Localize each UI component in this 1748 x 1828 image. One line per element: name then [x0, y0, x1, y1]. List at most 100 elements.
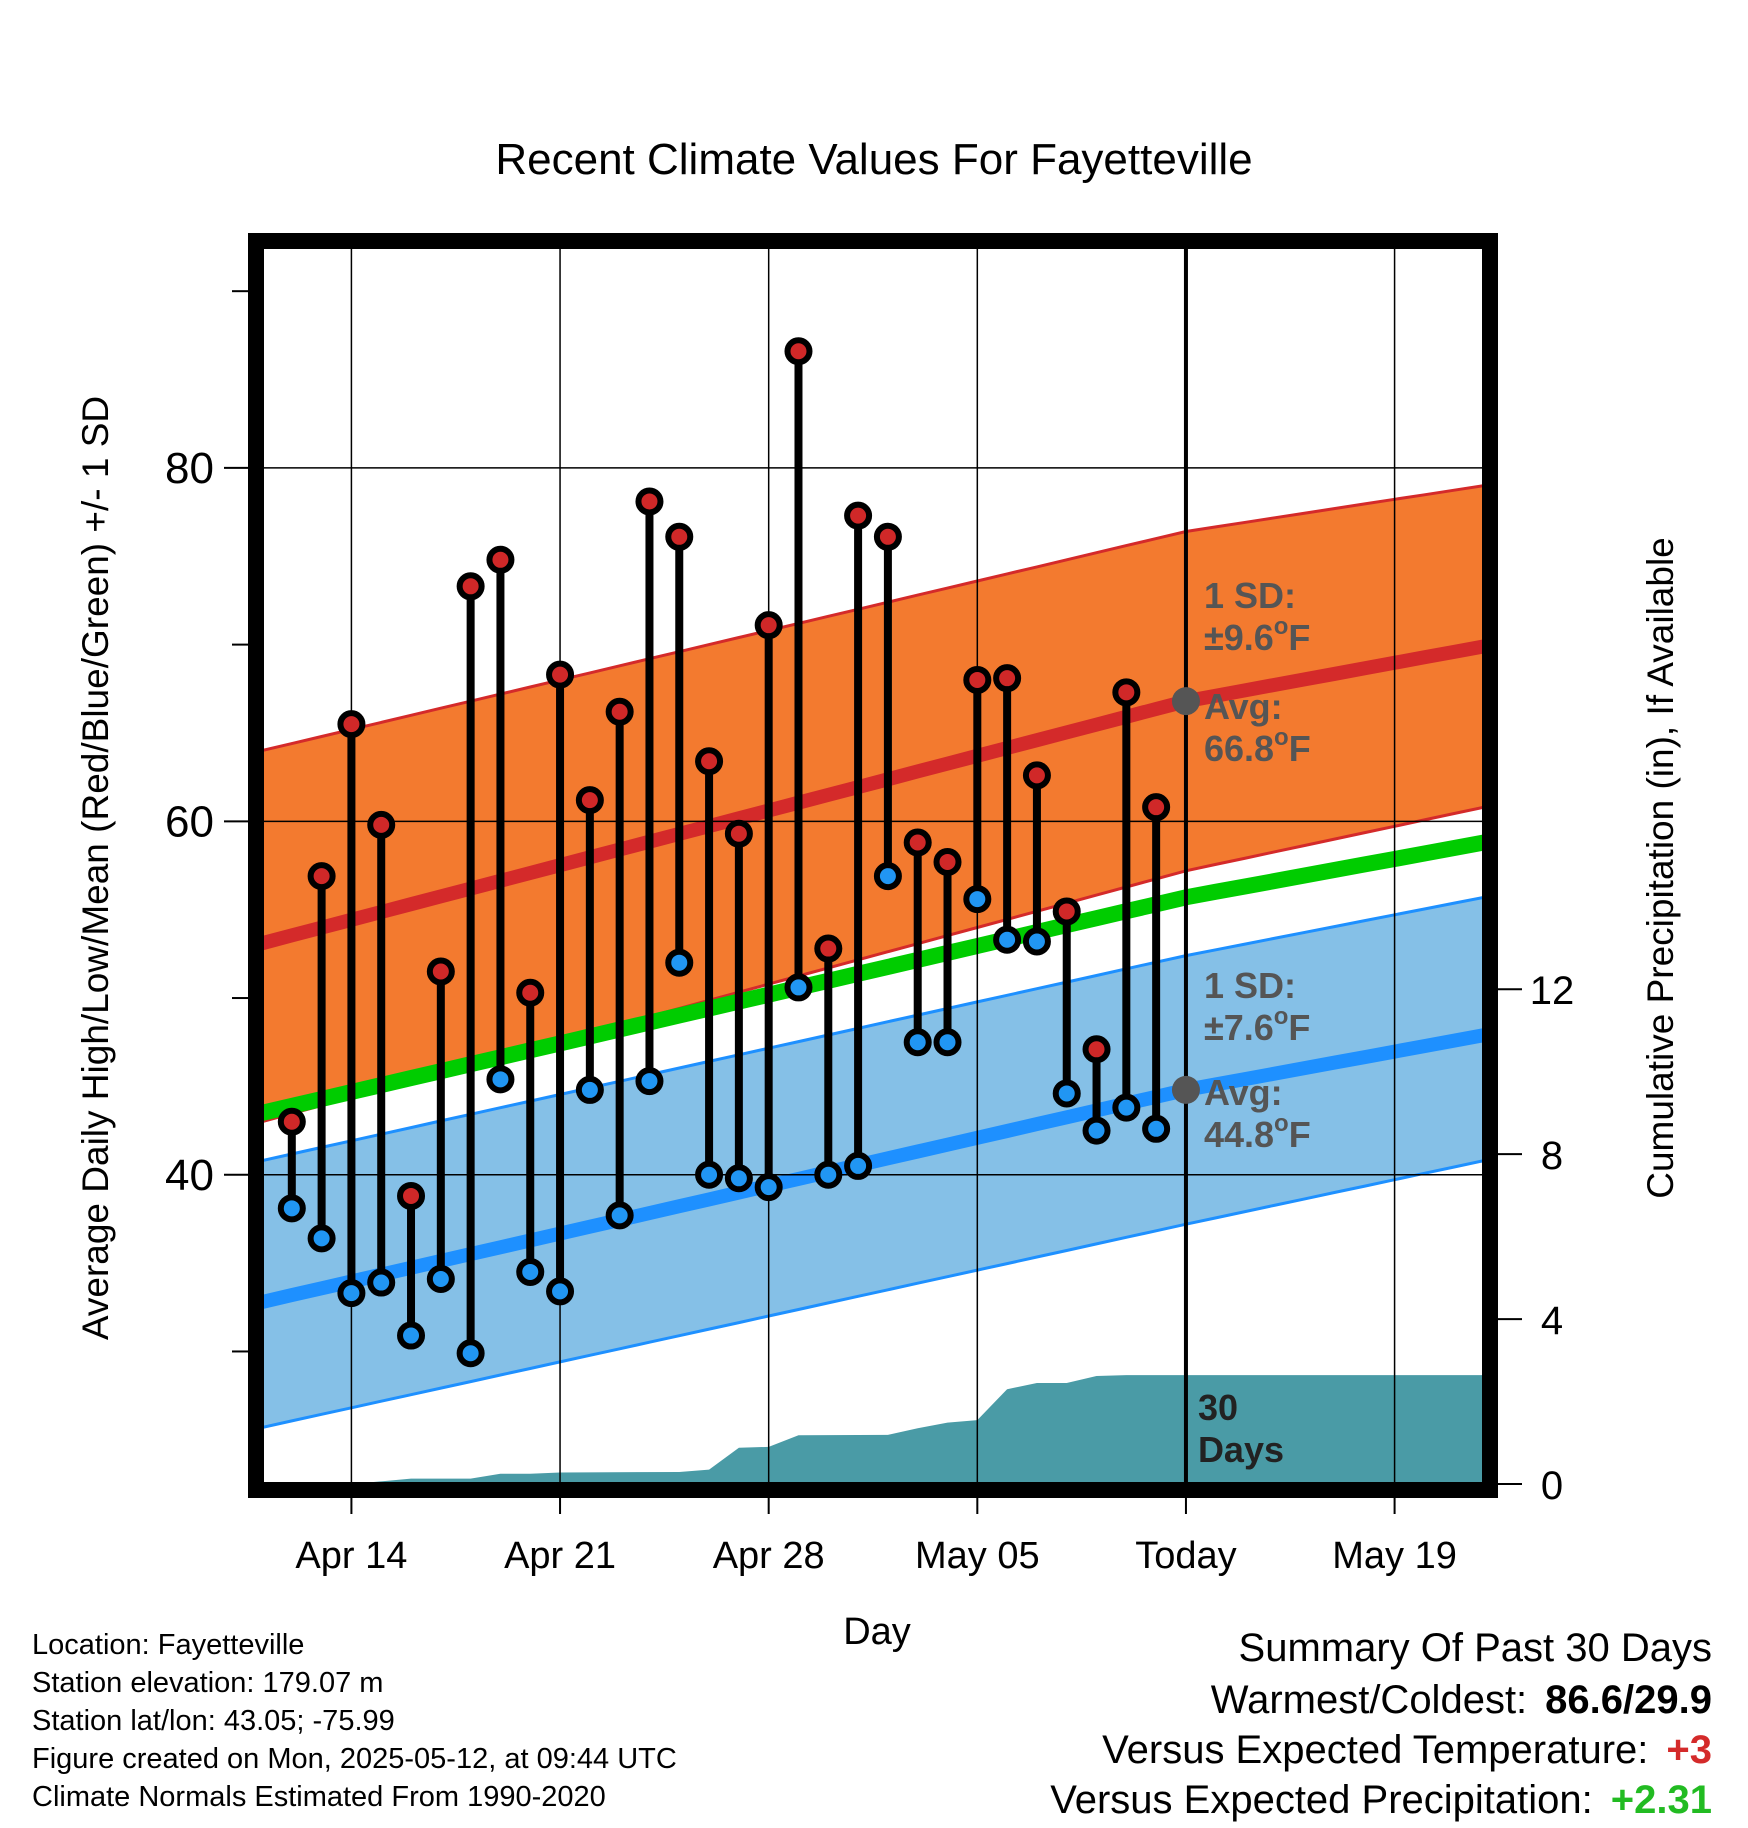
warmest-coldest-value: 86.6/29.9 — [1545, 1678, 1712, 1722]
today-label: 30 Days — [1198, 1387, 1284, 1470]
low-sd-value: ±7.6oF — [1204, 1003, 1310, 1048]
y2-tick-label: 0 — [1541, 1464, 1563, 1508]
daily-high-point — [933, 847, 962, 876]
today-label-line: 30 — [1198, 1387, 1238, 1428]
daily-high-point — [456, 572, 485, 601]
daily-high-point — [814, 934, 843, 963]
daily-high-point — [426, 957, 455, 986]
daily-low-point — [307, 1224, 336, 1253]
low-sd-lower-line — [262, 1159, 1484, 1429]
y-tick-label: 80 — [165, 444, 214, 493]
y2-axis-label: Cumulative Precipitation (in), If Availa… — [1640, 537, 1681, 1199]
daily-low-point — [724, 1164, 753, 1193]
daily-high-point — [724, 819, 753, 848]
daily-low-point — [873, 862, 902, 891]
chart-title: Recent Climate Values For Fayetteville — [495, 135, 1252, 184]
daily-low-point — [1052, 1079, 1081, 1108]
daily-low-point — [367, 1268, 396, 1297]
low-avg-deg: o — [1274, 1110, 1289, 1137]
daily-low-point — [1142, 1114, 1171, 1143]
daily-low-point — [993, 925, 1022, 954]
low-avg-value: 44.8oF — [1204, 1110, 1311, 1155]
low-avg-unit: F — [1289, 1114, 1311, 1155]
today-normal-low-marker — [1171, 1075, 1200, 1104]
daily-high-point — [873, 522, 902, 551]
daily-low-point — [397, 1321, 426, 1350]
daily-high-point — [546, 660, 575, 689]
daily-low-point — [933, 1028, 962, 1057]
daily-high-point — [1082, 1035, 1111, 1064]
y-axis-label: Average Daily High/Low/Mean (Red/Blue/Gr… — [75, 396, 116, 1340]
normal-high-line — [262, 639, 1484, 951]
daily-high-point — [367, 810, 396, 839]
daily-high-point — [844, 501, 873, 530]
daily-low-point — [546, 1277, 575, 1306]
daily-low-point — [695, 1160, 724, 1189]
daily-low-point — [277, 1194, 306, 1223]
daily-high-point — [695, 747, 724, 776]
daily-low-point — [516, 1257, 545, 1286]
daily-low-point — [784, 973, 813, 1002]
daily-high-point — [993, 664, 1022, 693]
normal-mean-line — [262, 834, 1484, 1121]
daily-high-point — [277, 1107, 306, 1136]
precipitation-area — [351, 1375, 1484, 1484]
elevation-text: Station elevation: 179.07 m — [32, 1667, 384, 1699]
daily-low-point — [754, 1173, 783, 1202]
daily-low-point — [1112, 1093, 1141, 1122]
high-sd-value: ±9.6oF — [1204, 613, 1310, 658]
daily-low-point — [635, 1067, 664, 1096]
x-tick-label: Apr 21 — [504, 1535, 616, 1577]
daily-high-point — [784, 337, 813, 366]
plot-area: Apr 14 Apr 21 Apr 28 May 05 Today May 1940608… — [165, 233, 1575, 1577]
plot-frame — [248, 233, 1498, 1498]
daily-high-point — [605, 697, 634, 726]
normal-low-line — [262, 1028, 1484, 1309]
today-label-line: Days — [1198, 1429, 1284, 1470]
y-tick-label: 40 — [165, 1151, 214, 1200]
daily-low-point — [903, 1028, 932, 1057]
x-tick-label: Apr 14 — [295, 1535, 407, 1577]
high-sd-upper-line — [262, 484, 1484, 753]
daily-low-point — [486, 1065, 515, 1094]
daily-high-point — [307, 862, 336, 891]
daily-high-point — [903, 828, 932, 857]
daily-high-point — [486, 545, 515, 574]
daily-low-point — [1022, 927, 1051, 956]
high-sd-band — [262, 485, 1484, 1122]
high-sd-label: 1 SD: — [1204, 575, 1296, 616]
created-text: Figure created on Mon, 2025-05-12, at 09… — [32, 1743, 677, 1775]
daily-low-point — [963, 885, 992, 914]
high-avg-label: Avg: — [1204, 686, 1283, 727]
y2-tick-label: 12 — [1530, 969, 1575, 1013]
daily-low-point — [605, 1201, 634, 1230]
daily-high-point — [1052, 897, 1081, 926]
low-sd-label: 1 SD: — [1204, 965, 1296, 1006]
precipitation-label: Versus Expected Precipitation: — [1050, 1778, 1593, 1822]
daily-high-point — [1142, 793, 1171, 822]
temperature-label: Versus Expected Temperature: — [1102, 1728, 1649, 1772]
daily-low-point — [337, 1279, 366, 1308]
x-tick-label: May 05 — [915, 1535, 1040, 1577]
y-tick-label: 60 — [165, 797, 214, 846]
location-text: Location: Fayetteville — [32, 1629, 305, 1661]
daily-low-point — [456, 1339, 485, 1368]
daily-high-point — [575, 786, 604, 815]
daily-high-point — [754, 611, 783, 640]
x-tick-label: Apr 28 — [713, 1535, 825, 1577]
daily-high-point — [665, 522, 694, 551]
daily-low-point — [814, 1160, 843, 1189]
low-avg-label: Avg: — [1204, 1072, 1283, 1113]
y2-tick-label: 4 — [1541, 1299, 1563, 1343]
daily-high-point — [1022, 761, 1051, 790]
high-avg-deg: o — [1274, 724, 1289, 751]
summary-warmest-coldest: Warmest/Coldest: 86.6/29.9 — [1211, 1678, 1712, 1723]
daily-low-point — [1082, 1116, 1111, 1145]
summary-temperature: Versus Expected Temperature: +3 — [1102, 1728, 1712, 1773]
daily-high-point — [635, 487, 664, 516]
high-sd-unit: F — [1288, 617, 1310, 658]
high-avg-value: 66.8oF — [1204, 724, 1311, 769]
station-info: Location: Fayetteville Station elevation… — [32, 1626, 677, 1816]
high-sd-deg: o — [1274, 613, 1289, 640]
warmest-coldest-label: Warmest/Coldest: — [1210, 1678, 1528, 1722]
